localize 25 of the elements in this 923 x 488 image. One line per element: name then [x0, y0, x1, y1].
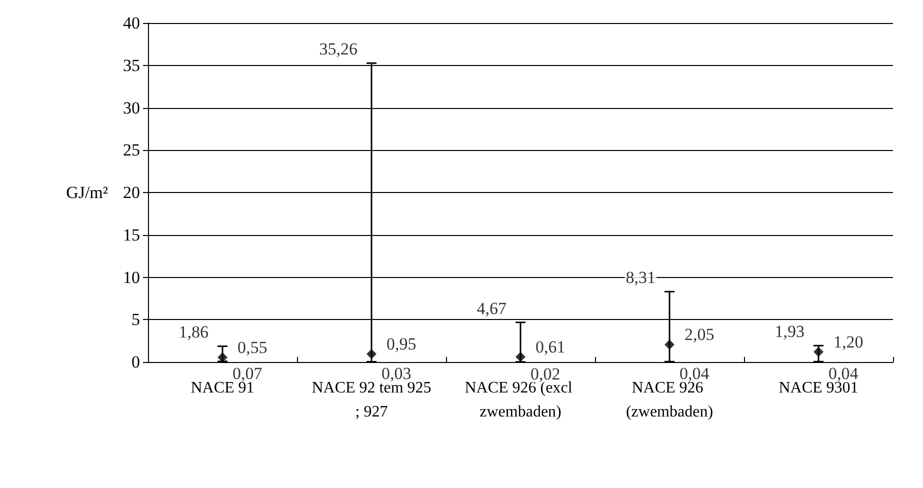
y-tick-label: 0	[132, 352, 140, 372]
annotation: 35,26	[319, 40, 358, 59]
annotation: 4,67	[476, 298, 507, 318]
y-tick-label: 10	[123, 268, 140, 287]
data-label: 2,05	[684, 325, 714, 344]
data-label: 1,20	[834, 332, 864, 352]
y-tick-label: 40	[123, 14, 140, 32]
annotation: 0,04	[828, 364, 859, 384]
y-tick-label: 5	[132, 310, 140, 330]
data-label: 0,55	[238, 338, 268, 357]
y-tick-label: 20	[123, 183, 140, 202]
annotation: 8,31	[626, 268, 656, 288]
annotation: 1,86	[178, 322, 208, 342]
y-tick-label: 35	[123, 56, 140, 75]
data-label: 0,61	[536, 337, 566, 356]
y-tick-label: 30	[123, 98, 140, 118]
data-label: 0,95	[386, 334, 416, 354]
y-tick-label: 15	[123, 225, 140, 244]
annotation: 0,04	[680, 364, 710, 384]
annotation: 0,07	[232, 364, 263, 383]
annotation: 0,03	[382, 364, 412, 384]
y-axis-title: GJ/m²	[66, 183, 108, 202]
y-tick-label: 25	[123, 140, 140, 160]
annotation: 1,93	[774, 322, 804, 342]
annotation: 0,02	[530, 364, 560, 384]
